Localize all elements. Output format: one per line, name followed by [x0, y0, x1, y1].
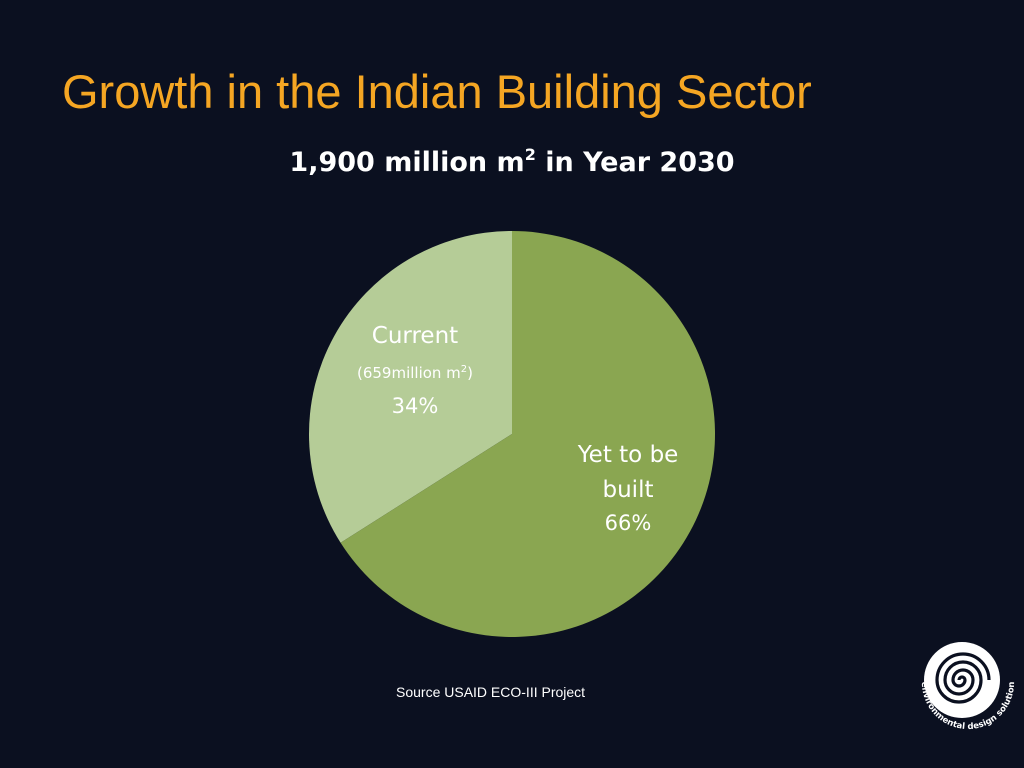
- slice-label-yet-percent: 66%: [605, 511, 652, 535]
- slice-label-current: Current (659million m2) 34%: [357, 323, 473, 418]
- slice-label-current-percent: 34%: [392, 394, 439, 418]
- chart-title: 1,900 million m2 in Year 2030: [289, 145, 734, 178]
- spiral-logo-icon: environmental design solutions: [918, 634, 1017, 732]
- slice-label-yet-line-1: Yet to be: [577, 442, 679, 468]
- pie-slice-yet-to-be-built: [340, 231, 716, 637]
- pie-slice-current: [308, 231, 512, 543]
- pie-slices: [308, 231, 716, 637]
- slice-label-current-name: Current: [372, 323, 458, 349]
- slice-label-yet-to-be-built: Yet to be built 66%: [577, 442, 679, 535]
- source-note: Source USAID ECO-III Project: [396, 684, 586, 700]
- slice-label-yet-line-2: built: [603, 477, 654, 503]
- slice-label-current-detail: (659million m2): [357, 364, 473, 382]
- slide-title: Growth in the Indian Building Sector: [62, 65, 812, 118]
